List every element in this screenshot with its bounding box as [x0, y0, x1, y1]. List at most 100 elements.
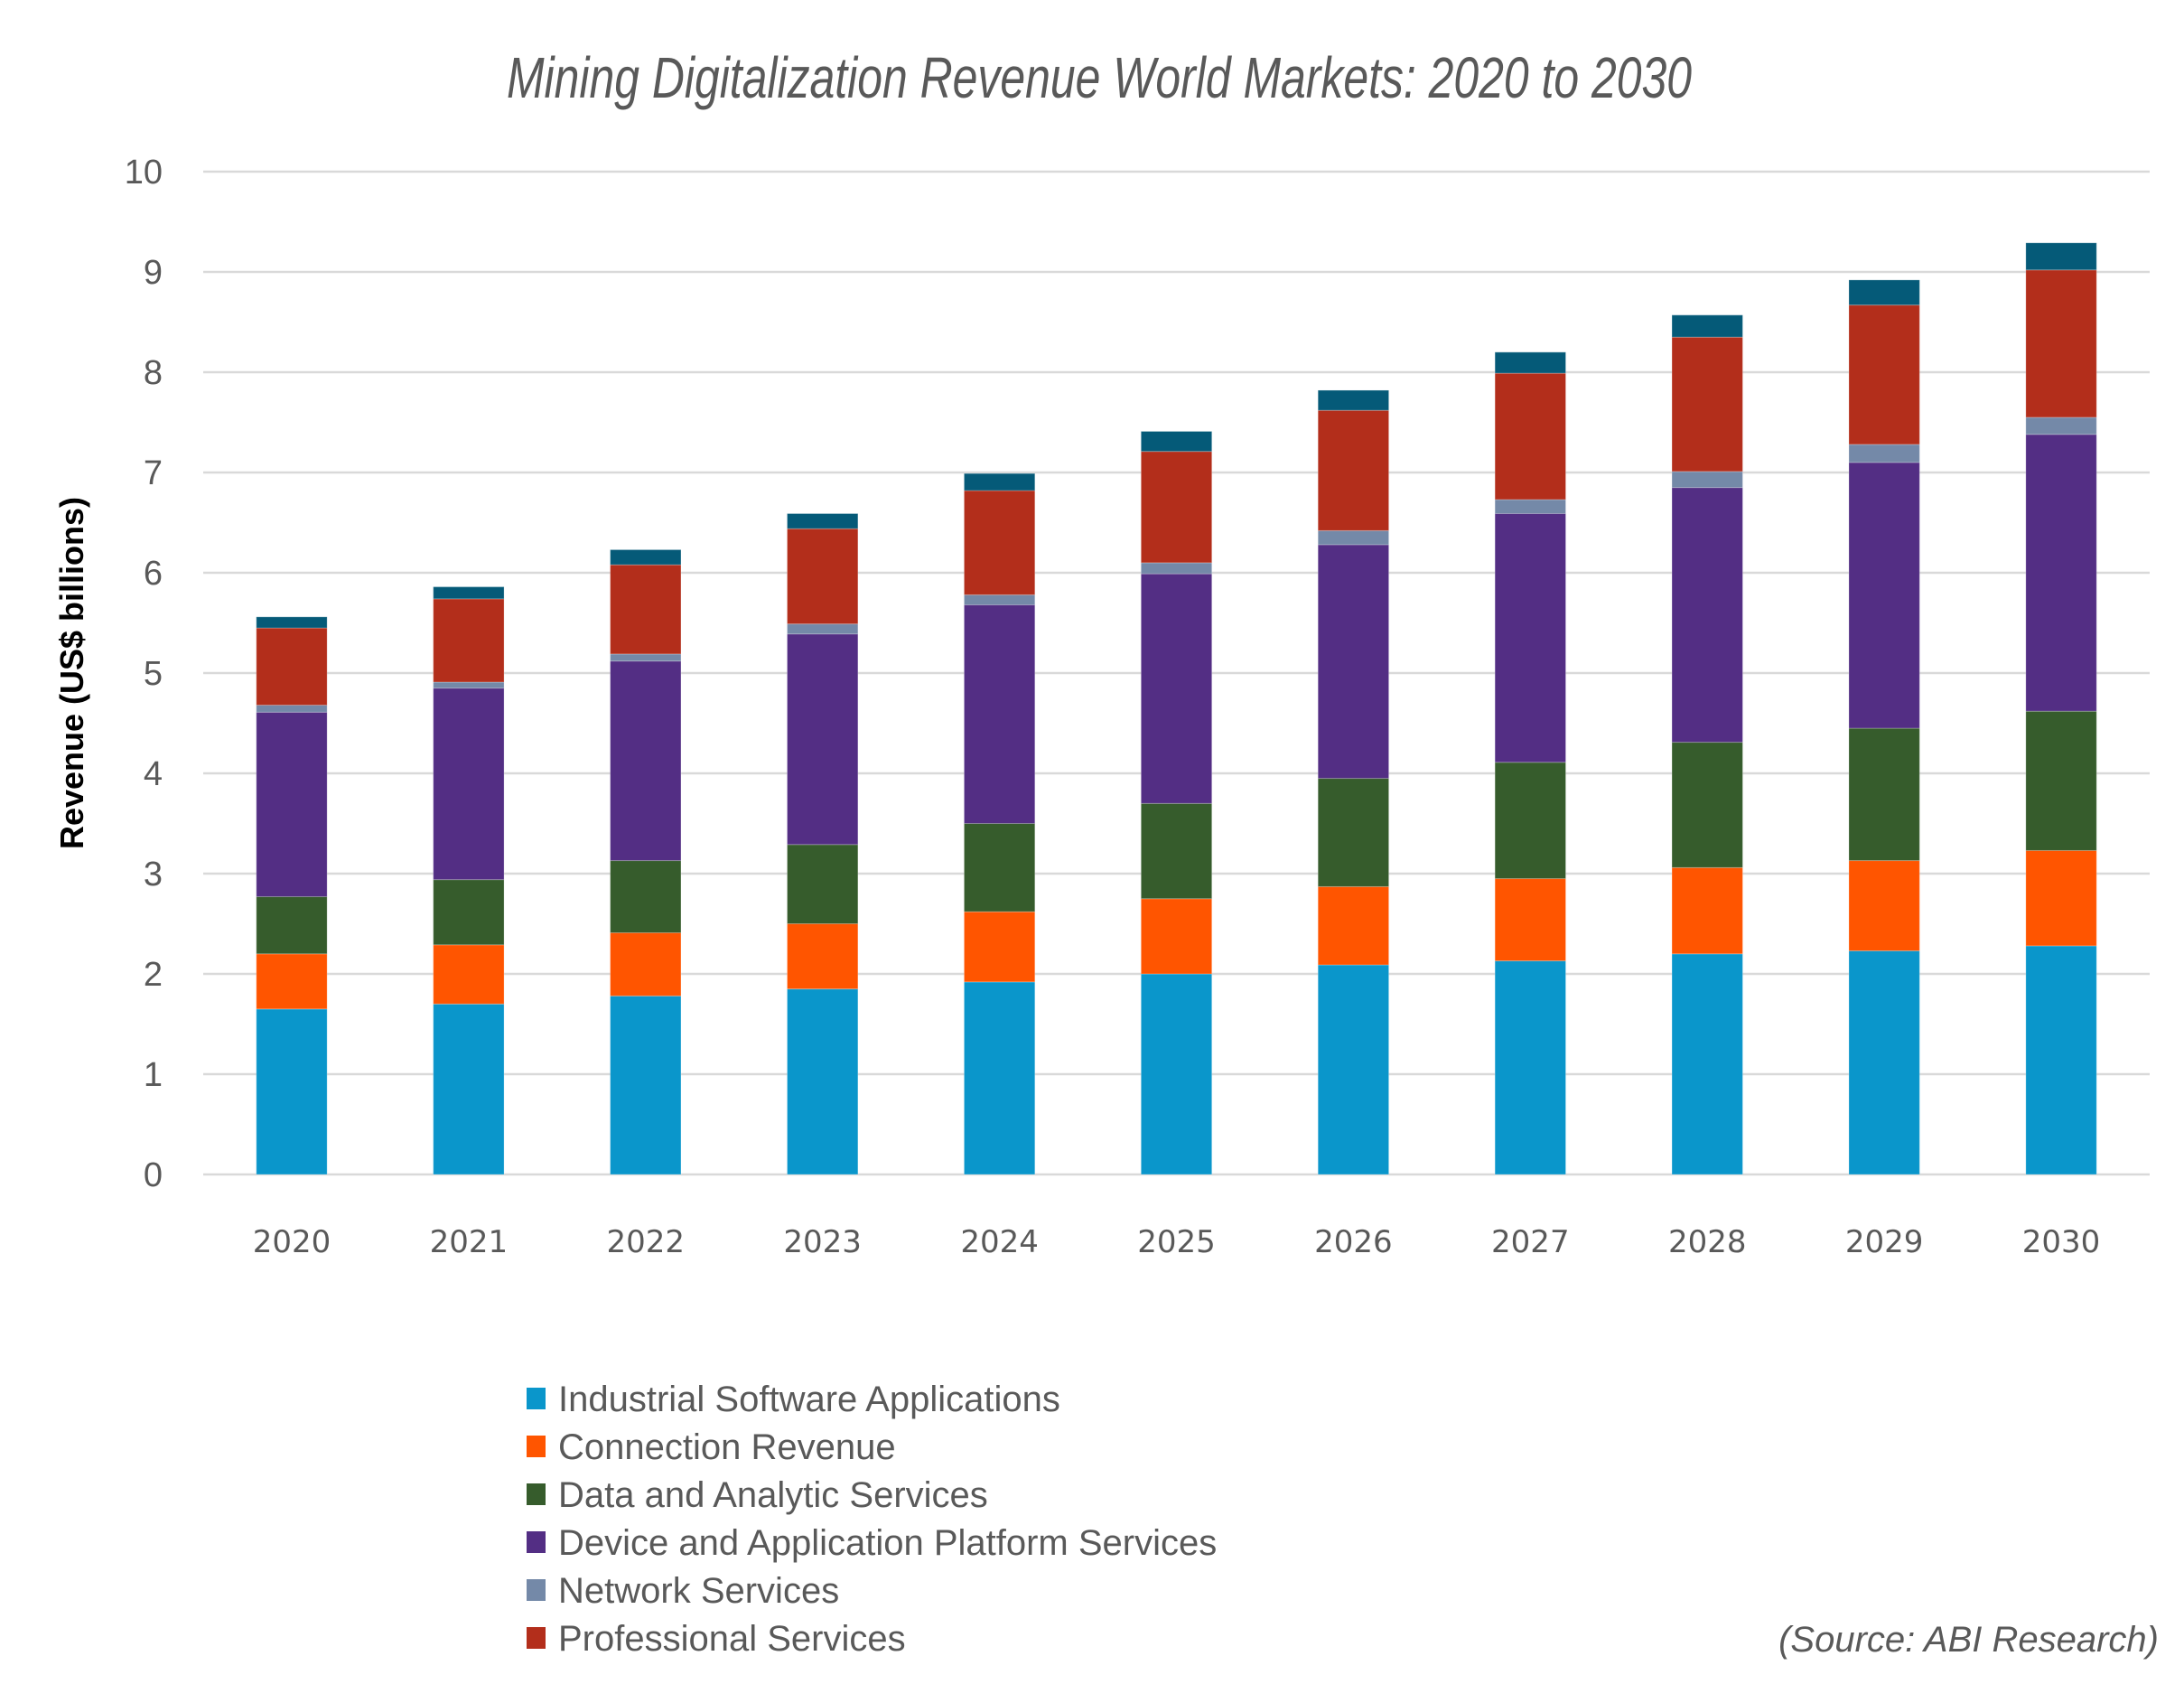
bar-segment-professional-services-2025 [1140, 451, 1213, 564]
bar-segment-connection-revenue-2021 [433, 944, 505, 1005]
bar-stack-2023 [787, 513, 859, 1175]
bar-stack-2030 [2025, 242, 2097, 1175]
bar-segment-device-and-application-platform-services-2026 [1317, 544, 1390, 780]
bar-segment-unlabeled-2025 [1140, 430, 1213, 453]
bar-segment-device-and-application-platform-services-2023 [787, 633, 859, 846]
bar-segment-industrial-software-applications-2027 [1494, 960, 1566, 1175]
bar-segment-unlabeled-2022 [610, 548, 682, 566]
y-tick-label: 8 [144, 354, 163, 392]
bar-segment-device-and-application-platform-services-2020 [256, 711, 328, 898]
bar-segment-network-services-2027 [1494, 499, 1566, 515]
y-tick-label: 3 [144, 856, 163, 893]
bar-segment-industrial-software-applications-2021 [433, 1003, 505, 1175]
x-tick-label: 2020 [253, 1224, 331, 1260]
bar-segment-network-services-2022 [610, 653, 682, 662]
source-note: (Source: ABI Research) [1778, 1620, 2159, 1660]
legend-label: Connection Revenue [558, 1427, 896, 1467]
bar-segment-data-and-analytic-services-2025 [1140, 802, 1213, 900]
bar-segment-industrial-software-applications-2026 [1317, 964, 1390, 1175]
x-tick-label: 2025 [1137, 1224, 1216, 1260]
x-tick-label: 2029 [1845, 1224, 1924, 1260]
bar-stack-2024 [963, 472, 1036, 1175]
bar-segment-professional-services-2020 [256, 627, 328, 706]
bar-segment-data-and-analytic-services-2026 [1317, 778, 1390, 887]
legend-label: Network Services [558, 1571, 839, 1611]
bar-segment-unlabeled-2024 [963, 472, 1036, 491]
bar-segment-data-and-analytic-services-2024 [963, 823, 1036, 912]
bar-segment-device-and-application-platform-services-2029 [1848, 462, 1920, 729]
x-axis-ticks: 2020 2021 2022 2023 2024 2025 2026 2027 2028 2029… [253, 1224, 2101, 1260]
bar-segment-connection-revenue-2022 [610, 931, 682, 996]
bar-segment-data-and-analytic-services-2027 [1494, 762, 1566, 880]
bar-segment-network-services-2029 [1848, 444, 1920, 463]
legend-swatch [527, 1627, 546, 1649]
bar-segment-network-services-2021 [433, 681, 505, 689]
bar-segment-unlabeled-2020 [256, 616, 328, 629]
bar-segment-connection-revenue-2020 [256, 953, 328, 1010]
bar-stack-2028 [1671, 314, 1743, 1175]
bar-segment-network-services-2030 [2025, 416, 2097, 435]
y-tick-label: 5 [144, 655, 163, 693]
bar-segment-unlabeled-2029 [1848, 279, 1920, 306]
bar-segment-professional-services-2029 [1848, 304, 1920, 445]
bar-segment-industrial-software-applications-2025 [1140, 973, 1213, 1175]
y-tick-label: 2 [144, 956, 163, 994]
bar-segment-professional-services-2024 [963, 490, 1036, 595]
bar-segment-unlabeled-2023 [787, 513, 859, 529]
legend: Industrial Software Applications Connecti… [527, 1380, 1217, 1659]
bar-segment-connection-revenue-2028 [1671, 866, 1743, 955]
legend-item: Connection Revenue [527, 1427, 896, 1467]
bar-segment-device-and-application-platform-services-2025 [1140, 573, 1213, 804]
bar-segment-industrial-software-applications-2030 [2025, 945, 2097, 1175]
bar-segment-data-and-analytic-services-2022 [610, 860, 682, 933]
legend-swatch [527, 1483, 546, 1505]
y-tick-label: 4 [144, 755, 163, 793]
legend-label: Device and Application Platform Services [558, 1523, 1217, 1563]
bar-segment-data-and-analytic-services-2021 [433, 879, 505, 946]
legend-swatch [527, 1388, 546, 1409]
legend-item: Industrial Software Applications [527, 1380, 1060, 1419]
legend-swatch [527, 1436, 546, 1457]
bar-segment-data-and-analytic-services-2029 [1848, 727, 1920, 862]
bar-segment-connection-revenue-2029 [1848, 860, 1920, 951]
bar-segment-industrial-software-applications-2024 [963, 981, 1036, 1175]
bar-segment-industrial-software-applications-2028 [1671, 953, 1743, 1175]
x-tick-label: 2022 [607, 1224, 686, 1260]
bar-segment-unlabeled-2027 [1494, 351, 1566, 374]
bar-segment-device-and-application-platform-services-2022 [610, 660, 682, 862]
bar-stack-2027 [1494, 351, 1566, 1175]
bar-stack-2029 [1848, 279, 1920, 1175]
bar-segment-industrial-software-applications-2023 [787, 988, 859, 1175]
bar-segment-device-and-application-platform-services-2021 [433, 688, 505, 881]
bars [256, 242, 2097, 1175]
bar-segment-device-and-application-platform-services-2028 [1671, 487, 1743, 744]
bar-segment-connection-revenue-2026 [1317, 885, 1390, 966]
bar-segment-network-services-2025 [1140, 562, 1213, 575]
bar-segment-data-and-analytic-services-2028 [1671, 742, 1743, 868]
bar-stack-2021 [433, 586, 505, 1175]
y-axis-label: Revenue (US$ billions) [53, 497, 90, 849]
y-tick-label: 0 [144, 1156, 163, 1194]
bar-segment-professional-services-2028 [1671, 336, 1743, 472]
bar-stack-2020 [256, 616, 328, 1175]
legend-label: Industrial Software Applications [558, 1380, 1060, 1419]
bar-segment-professional-services-2022 [610, 564, 682, 655]
bar-segment-connection-revenue-2024 [963, 911, 1036, 983]
bar-segment-connection-revenue-2025 [1140, 898, 1213, 975]
bar-segment-device-and-application-platform-services-2030 [2025, 434, 2097, 712]
y-tick-label: 6 [144, 555, 163, 593]
bar-segment-professional-services-2030 [2025, 269, 2097, 418]
bar-segment-professional-services-2023 [787, 528, 859, 625]
x-tick-label: 2026 [1314, 1224, 1393, 1260]
legend-label: Professional Services [558, 1619, 906, 1659]
x-tick-label: 2027 [1491, 1224, 1570, 1260]
bar-stack-2025 [1140, 430, 1213, 1175]
bar-segment-network-services-2028 [1671, 471, 1743, 489]
bar-segment-unlabeled-2021 [433, 586, 505, 600]
y-tick-label: 9 [144, 254, 163, 292]
bar-segment-professional-services-2021 [433, 598, 505, 683]
bar-segment-data-and-analytic-services-2023 [787, 844, 859, 924]
bar-segment-industrial-software-applications-2029 [1848, 950, 1920, 1175]
bar-segment-connection-revenue-2030 [2025, 849, 2097, 947]
